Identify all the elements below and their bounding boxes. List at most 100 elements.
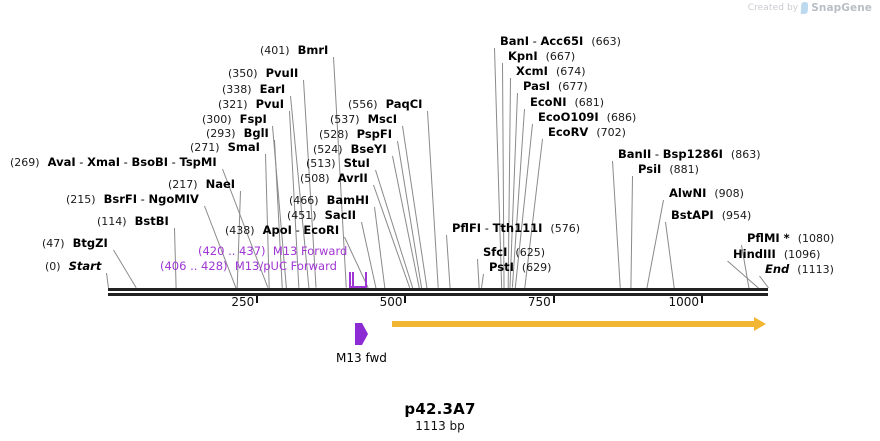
enzyme-label-banii[interactable]: BanII - Bsp1286I (863) (618, 148, 761, 161)
enzyme-position: (625) (515, 246, 545, 259)
enzyme-name: EcoO109I (538, 110, 599, 124)
feature-arrow-orange[interactable] (392, 316, 766, 331)
enzyme-position: (1080) (797, 232, 835, 245)
enzyme-position: (954) (721, 209, 752, 222)
enzyme-name-separator: - (75, 155, 88, 169)
enzyme-position: (908) (714, 187, 744, 200)
enzyme-label-pflmi[interactable]: PflMI * (1080) (747, 232, 834, 245)
primer-label-m13forward[interactable]: (420 .. 437) M13 Forward (198, 245, 347, 257)
enzyme-label-ecoo109i[interactable]: EcoO109I (686) (538, 111, 636, 124)
enzyme-label-hindiii[interactable]: HindIII (1096) (733, 248, 820, 261)
enzyme-label-msci[interactable]: (537) MscI (330, 113, 397, 126)
enzyme-label-pspfi[interactable]: (528) PspFI (319, 128, 392, 141)
primer-label-m13pucforward[interactable]: (406 .. 428) M13/pUC Forward (160, 260, 337, 272)
enzyme-label-bstapi[interactable]: BstAPI (954) (671, 209, 751, 222)
enzyme-position: (677) (558, 80, 588, 93)
leader-line (759, 275, 769, 289)
m13-fwd-label: M13 fwd (336, 351, 387, 365)
enzyme-label-econi[interactable]: EcoNI (681) (530, 96, 604, 109)
enzyme-position: (0) (45, 260, 61, 273)
enzyme-position: (686) (606, 111, 637, 124)
enzyme-name: HindIII (733, 247, 776, 261)
enzyme-position: (1096) (783, 248, 821, 261)
enzyme-position: (466) (289, 194, 319, 207)
enzyme-label-naei[interactable]: (217) NaeI (168, 178, 235, 191)
enzyme-label-sfci[interactable]: SfcI (625) (483, 246, 545, 259)
leader-line (427, 110, 439, 289)
enzyme-label-apoi[interactable]: (438) ApoI - EcoRI (225, 224, 339, 237)
enzyme-name-separator: - (291, 223, 304, 237)
enzyme-label-kpni[interactable]: KpnI (667) (508, 50, 575, 63)
enzyme-label-btgzi[interactable]: (47) BtgZI (42, 237, 108, 250)
enzyme-name: SfcI (483, 245, 508, 259)
enzyme-label-ecorv[interactable]: EcoRV (702) (548, 126, 626, 139)
ruler-tick-label: 250 (231, 295, 255, 309)
enzyme-label-bsrfi[interactable]: (215) BsrFI - NgoMIV (66, 193, 199, 206)
enzyme-name: PflFI (452, 221, 482, 235)
enzyme-name: EcoRI (303, 223, 340, 237)
enzyme-name: BtgZI (72, 236, 108, 250)
enzyme-label-avai[interactable]: (269) AvaI - XmaI - BsoBI - TspMI (10, 156, 217, 169)
enzyme-name-separator: - (651, 147, 663, 161)
enzyme-name: Tth111I (492, 221, 543, 235)
enzyme-label-bgli[interactable]: (293) BglI (206, 127, 269, 140)
enzyme-label-alwni[interactable]: AlwNI (908) (669, 187, 744, 200)
enzyme-label-bamhi[interactable]: (466) BamHI (289, 194, 369, 207)
enzyme-name: PstI (489, 260, 514, 274)
enzyme-name: BanI (500, 34, 529, 48)
enzyme-label-pvui[interactable]: (321) PvuI (218, 98, 284, 111)
enzyme-position: (702) (596, 126, 626, 139)
enzyme-position: (524) (313, 143, 343, 156)
m13-fwd-arrow[interactable] (355, 323, 368, 345)
primer-bracket (349, 272, 367, 288)
enzyme-label-psti[interactable]: PstI (629) (489, 261, 551, 274)
leader-line (446, 234, 451, 289)
enzyme-name: EcoRV (548, 125, 589, 139)
enzyme-label-bstbi[interactable]: (114) BstBI (97, 215, 169, 228)
enzyme-name: FspI (239, 112, 267, 126)
enzyme-position: (217) (168, 178, 198, 191)
enzyme-name: BsrFI (103, 192, 138, 206)
enzyme-position: (528) (319, 128, 349, 141)
enzyme-label-fspi[interactable]: (300) FspI (202, 113, 267, 126)
enzyme-name: SmaI (227, 140, 260, 154)
ruler-tick-label: 1000 (668, 295, 699, 309)
enzyme-name: BstBI (134, 214, 169, 228)
leader-line (477, 258, 480, 289)
enzyme-position: (513) (306, 157, 336, 170)
enzyme-label-xcmi[interactable]: XcmI (674) (516, 65, 586, 78)
enzyme-label-paqci[interactable]: (556) PaqCI (348, 98, 422, 111)
enzyme-label-stui[interactable]: (513) StuI (306, 157, 370, 170)
enzyme-position: (271) (190, 141, 220, 154)
enzyme-name: PflMI * (747, 231, 790, 245)
enzyme-label-eari[interactable]: (338) EarI (222, 83, 285, 96)
enzyme-name-separator: - (529, 34, 541, 48)
enzyme-label-smai[interactable]: (271) SmaI (190, 141, 260, 154)
leader-line (727, 260, 759, 289)
enzyme-position: (438) (225, 224, 255, 237)
enzyme-position: (556) (348, 98, 378, 111)
enzyme-label-psii[interactable]: PsiI (881) (638, 163, 699, 176)
enzyme-label-start[interactable]: (0) Start (45, 260, 101, 273)
enzyme-name: XmaI (87, 155, 120, 169)
enzyme-label-bseyi[interactable]: (524) BseYI (313, 143, 387, 156)
enzyme-label-pflfi[interactable]: PflFI - Tth111I (576) (452, 222, 580, 235)
enzyme-label-pvuii[interactable]: (350) PvuII (228, 67, 298, 80)
enzyme-label-sacii[interactable]: (451) SacII (287, 209, 356, 222)
watermark-created-by-label: Created by (747, 3, 799, 13)
enzyme-label-end[interactable]: End (1113) (765, 263, 834, 276)
enzyme-position: (401) (260, 44, 290, 57)
enzyme-name: NgoMIV (148, 192, 199, 206)
enzyme-label-bani[interactable]: BanI - Acc65I (663) (500, 35, 621, 48)
snapgene-watermark: Created by SnapGene (748, 2, 872, 14)
ruler-tick (256, 296, 259, 303)
enzyme-label-pasi[interactable]: PasI (677) (523, 80, 588, 93)
plasmid-size: 1113 bp (415, 419, 465, 433)
enzyme-label-bmri[interactable]: (401) BmrI (260, 44, 328, 57)
enzyme-position: (667) (545, 50, 576, 63)
enzyme-name: EcoNI (530, 95, 567, 109)
enzyme-position: (881) (669, 163, 699, 176)
enzyme-name: BstAPI (671, 208, 714, 222)
enzyme-label-avrii[interactable]: (508) AvrII (300, 172, 368, 185)
enzyme-name: AlwNI (669, 186, 707, 200)
